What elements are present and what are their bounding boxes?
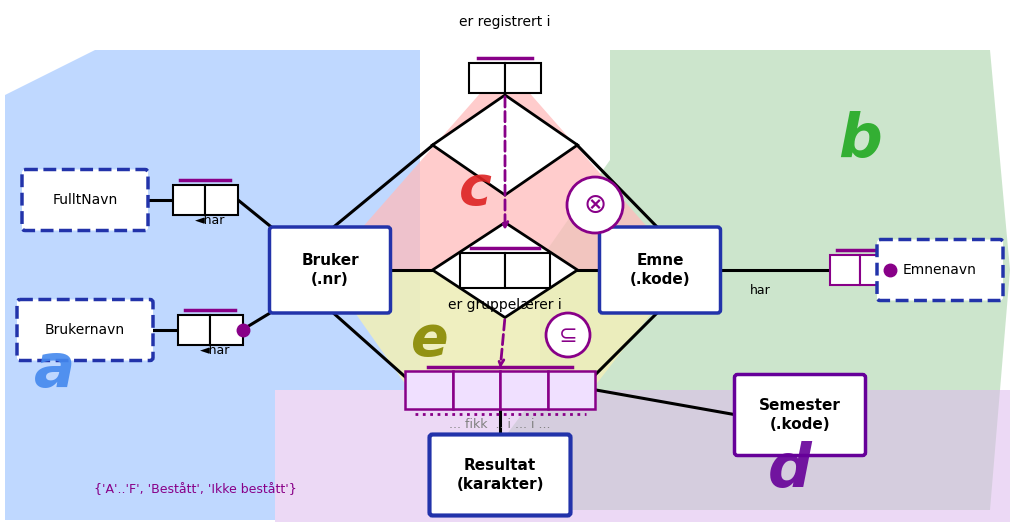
Polygon shape	[432, 95, 578, 195]
Text: er registrert i: er registrert i	[459, 15, 551, 29]
Text: ◄har: ◄har	[195, 213, 225, 226]
FancyBboxPatch shape	[599, 227, 721, 313]
FancyBboxPatch shape	[22, 169, 148, 231]
FancyBboxPatch shape	[734, 374, 865, 456]
Text: a: a	[35, 340, 76, 400]
Polygon shape	[275, 390, 1010, 522]
Text: FulltNavn: FulltNavn	[52, 193, 118, 207]
Bar	[172, 185, 205, 215]
Text: ... fikk  .. i ... i ...: ... fikk .. i ... i ...	[450, 418, 551, 431]
Circle shape	[567, 177, 623, 233]
Text: Bruker
(.nr): Bruker (.nr)	[301, 253, 358, 287]
Polygon shape	[325, 270, 685, 405]
Text: ⊗: ⊗	[584, 191, 606, 219]
Text: b: b	[838, 110, 882, 169]
Text: er gruppelærer i: er gruppelærer i	[449, 298, 562, 312]
Circle shape	[546, 313, 590, 357]
Bar	[453, 371, 500, 409]
FancyBboxPatch shape	[429, 435, 570, 516]
FancyBboxPatch shape	[269, 227, 390, 313]
Text: ◄har: ◄har	[200, 344, 230, 357]
Polygon shape	[325, 65, 685, 270]
Bar	[460, 253, 505, 288]
Text: {'A'..'F', 'Bestått', 'Ikke bestått'}: {'A'..'F', 'Bestått', 'Ikke bestått'}	[93, 483, 296, 496]
Text: Emnenavn: Emnenavn	[903, 263, 977, 277]
Bar	[500, 371, 548, 409]
Bar	[830, 255, 860, 285]
Polygon shape	[5, 50, 420, 520]
Bar	[505, 63, 541, 93]
Text: ⊆: ⊆	[559, 326, 578, 346]
Text: d: d	[768, 440, 812, 499]
Text: Semester
(.kode): Semester (.kode)	[759, 398, 841, 432]
FancyBboxPatch shape	[877, 240, 1002, 301]
Polygon shape	[432, 222, 578, 317]
Bar	[505, 253, 550, 288]
Text: har: har	[750, 283, 770, 297]
Bar	[860, 255, 890, 285]
Text: e: e	[412, 313, 449, 367]
Polygon shape	[450, 50, 1010, 510]
FancyBboxPatch shape	[17, 300, 153, 360]
Text: Resultat
(karakter): Resultat (karakter)	[457, 458, 544, 492]
Bar	[406, 371, 453, 409]
Bar	[210, 315, 243, 345]
Text: c: c	[459, 163, 492, 217]
Bar	[205, 185, 238, 215]
Text: Brukernavn: Brukernavn	[45, 323, 125, 337]
Text: Emne
(.kode): Emne (.kode)	[630, 253, 690, 287]
Bar	[548, 371, 595, 409]
Bar	[469, 63, 505, 93]
Bar	[177, 315, 210, 345]
